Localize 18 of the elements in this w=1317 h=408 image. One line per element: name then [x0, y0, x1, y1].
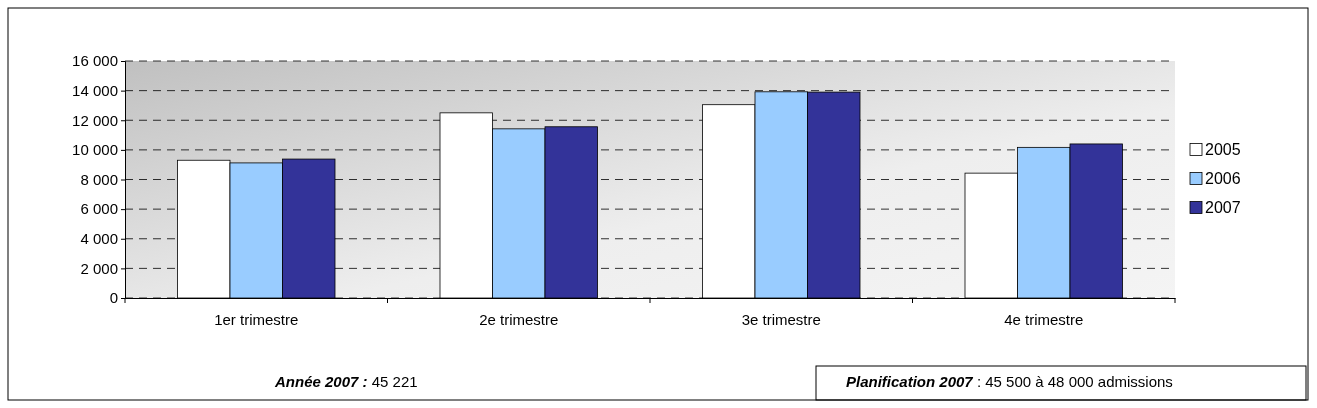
text: Planification 2007 : 45 500 à 48 000 admissions: [846, 373, 1173, 390]
y-tick-label: 2 000: [80, 259, 118, 277]
x-tick-label: 2e trimestre: [479, 311, 559, 328]
x-tick-label: 3e trimestre: [741, 311, 821, 328]
x-tick-label: 1er trimestre: [214, 311, 299, 328]
y-tick-label: 4 000: [80, 230, 118, 248]
x-tick-label: 4e trimestre: [1004, 311, 1084, 328]
y-tick-label: 6 000: [80, 200, 118, 218]
legend-label: 2005: [1205, 141, 1241, 158]
legend-label: 2007: [1205, 199, 1241, 216]
legend-label: 2006: [1205, 170, 1241, 187]
y-tick-label: 16 000: [72, 52, 118, 70]
y-tick-label: 12 000: [72, 111, 118, 129]
text: Année 2007 : 45 221: [274, 373, 418, 390]
y-tick-label: 0: [109, 289, 118, 307]
y-tick-label: 10 000: [72, 141, 118, 159]
y-tick-label: 14 000: [72, 81, 118, 99]
y-tick-label: 8 000: [80, 170, 118, 188]
